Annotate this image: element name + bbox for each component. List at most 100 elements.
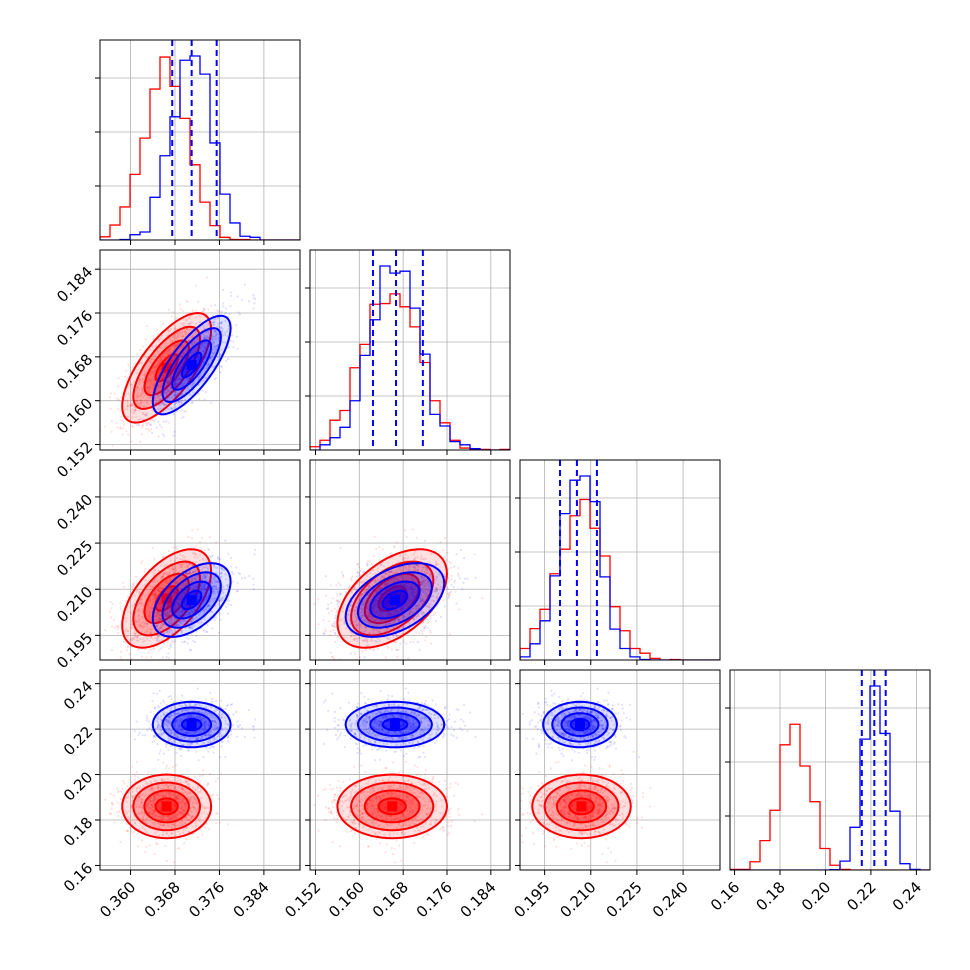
scatter-point bbox=[202, 586, 205, 589]
scatter-point bbox=[200, 347, 203, 350]
scatter-point bbox=[211, 321, 214, 324]
scatter-point bbox=[206, 597, 209, 600]
scatter-point bbox=[184, 604, 188, 608]
scatter-point bbox=[205, 330, 208, 334]
scatter-point bbox=[165, 631, 168, 634]
scatter-point bbox=[117, 398, 121, 401]
scatter-point bbox=[172, 311, 175, 314]
scatter-point bbox=[426, 580, 430, 583]
scatter-point bbox=[229, 604, 233, 607]
scatter-point bbox=[205, 607, 208, 611]
scatter-point bbox=[408, 586, 411, 589]
scatter-point bbox=[360, 582, 363, 585]
scatter-point bbox=[367, 586, 371, 589]
scatter-point bbox=[215, 344, 218, 347]
scatter-point bbox=[336, 592, 339, 595]
scatter-point bbox=[167, 572, 170, 576]
scatter-point bbox=[376, 609, 379, 613]
scatter-point bbox=[367, 612, 370, 615]
scatter-point bbox=[177, 623, 180, 626]
scatter-point bbox=[374, 590, 378, 593]
scatter-point bbox=[129, 404, 132, 408]
scatter-point bbox=[177, 368, 180, 372]
scatter-point bbox=[407, 585, 411, 588]
scatter-point bbox=[170, 374, 173, 378]
scatter-point bbox=[388, 604, 391, 607]
scatter-point bbox=[179, 553, 182, 556]
scatter-point bbox=[133, 629, 136, 632]
scatter-point bbox=[119, 608, 122, 611]
scatter-point bbox=[200, 342, 203, 346]
scatter-point bbox=[157, 611, 160, 614]
scatter-point bbox=[171, 340, 174, 343]
scatter-point bbox=[202, 573, 205, 577]
scatter-point bbox=[207, 604, 210, 607]
scatter-point bbox=[395, 610, 398, 613]
scatter-point bbox=[427, 589, 430, 592]
scatter-point bbox=[396, 648, 399, 652]
scatter-point bbox=[167, 329, 170, 332]
scatter-point bbox=[406, 575, 409, 578]
scatter-point bbox=[253, 553, 256, 556]
scatter-point bbox=[220, 599, 223, 602]
scatter-point bbox=[217, 587, 220, 590]
scatter-point bbox=[149, 377, 152, 380]
density-peak bbox=[161, 362, 172, 373]
scatter-point bbox=[202, 559, 205, 562]
scatter-point bbox=[180, 594, 183, 597]
scatter-point bbox=[404, 582, 407, 586]
scatter-point bbox=[152, 385, 155, 388]
scatter-point bbox=[385, 583, 389, 586]
contour-line bbox=[121, 311, 213, 424]
scatter-point bbox=[432, 590, 435, 594]
scatter-point bbox=[425, 567, 428, 570]
scatter-point bbox=[376, 570, 380, 573]
scatter-point bbox=[387, 646, 390, 649]
scatter-point bbox=[216, 325, 219, 328]
scatter-point bbox=[409, 599, 412, 602]
scatter-point bbox=[402, 616, 405, 619]
scatter-point bbox=[176, 370, 179, 374]
scatter-point bbox=[186, 642, 189, 645]
scatter-point bbox=[159, 617, 163, 620]
scatter-point bbox=[180, 587, 183, 591]
scatter-point bbox=[182, 318, 185, 321]
scatter-point bbox=[153, 579, 156, 582]
scatter-point bbox=[395, 624, 398, 628]
scatter-point bbox=[145, 398, 148, 402]
scatter-point bbox=[189, 322, 192, 325]
scatter-point bbox=[130, 626, 133, 629]
scatter-point bbox=[198, 553, 202, 556]
scatter-point bbox=[178, 367, 181, 370]
scatter-point bbox=[407, 565, 410, 568]
scatter-point bbox=[224, 573, 227, 576]
scatter-point bbox=[215, 318, 218, 321]
scatter-point bbox=[154, 366, 157, 369]
scatter-point bbox=[375, 599, 378, 602]
scatter-point bbox=[327, 612, 331, 615]
scatter-point bbox=[424, 582, 427, 585]
scatter-point bbox=[180, 332, 184, 335]
scatter-point bbox=[388, 574, 391, 577]
scatter-point bbox=[215, 376, 218, 380]
scatter-point bbox=[364, 639, 367, 642]
scatter-point bbox=[373, 599, 377, 602]
scatter-point bbox=[152, 337, 155, 341]
scatter-point bbox=[160, 384, 163, 387]
scatter-point bbox=[170, 360, 173, 363]
scatter-point bbox=[185, 572, 188, 575]
scatter-point bbox=[227, 597, 230, 600]
scatter-point bbox=[181, 344, 184, 347]
scatter-point bbox=[137, 388, 141, 391]
scatter-point bbox=[177, 400, 181, 404]
scatter-point bbox=[335, 584, 338, 587]
scatter-point bbox=[163, 392, 166, 395]
scatter-point bbox=[131, 585, 134, 588]
scatter-point bbox=[380, 613, 383, 616]
scatter-point bbox=[363, 638, 366, 641]
scatter-point bbox=[350, 577, 353, 580]
scatter-point bbox=[400, 593, 403, 597]
scatter-point bbox=[204, 391, 207, 394]
scatter-point bbox=[207, 329, 211, 333]
scatter-point bbox=[353, 587, 356, 590]
